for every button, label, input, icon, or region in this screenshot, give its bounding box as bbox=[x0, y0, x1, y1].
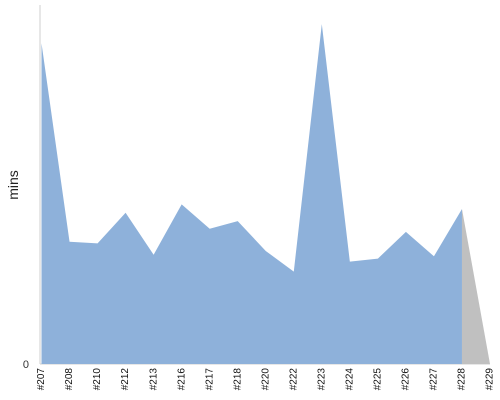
x-tick-label-10: #223 bbox=[316, 368, 327, 391]
y-axis-label: mins bbox=[5, 170, 21, 200]
x-tick-label-8: #220 bbox=[260, 368, 271, 391]
x-tick-label-12: #225 bbox=[373, 368, 384, 391]
x-tick-label-3: #212 bbox=[120, 368, 131, 391]
x-tick-label-4: #213 bbox=[148, 368, 159, 391]
x-tick-label-7: #218 bbox=[232, 368, 243, 391]
x-tick-label-9: #222 bbox=[288, 368, 299, 391]
x-tick-label-15: #228 bbox=[457, 368, 468, 391]
x-tick-label-16: #229 bbox=[485, 368, 496, 391]
plot-layer bbox=[41, 24, 490, 365]
x-tick-label-0: #207 bbox=[36, 368, 47, 391]
x-tick-labels: #207 #208 #210 #212 #213 #216 #217 #218 #220 #222… bbox=[36, 368, 496, 391]
x-tick-label-5: #216 bbox=[176, 368, 187, 391]
x-tick-label-2: #210 bbox=[92, 368, 103, 391]
x-tick-label-6: #217 bbox=[204, 368, 215, 391]
x-tick-label-13: #226 bbox=[401, 368, 412, 391]
x-tick-label-14: #227 bbox=[429, 368, 440, 391]
area-series-main bbox=[41, 24, 462, 365]
x-tick-label-11: #224 bbox=[344, 368, 355, 391]
area-series-tail bbox=[461, 208, 490, 364]
y-tick-label-0: 0 bbox=[23, 359, 29, 371]
x-tick-label-1: #208 bbox=[64, 368, 75, 391]
